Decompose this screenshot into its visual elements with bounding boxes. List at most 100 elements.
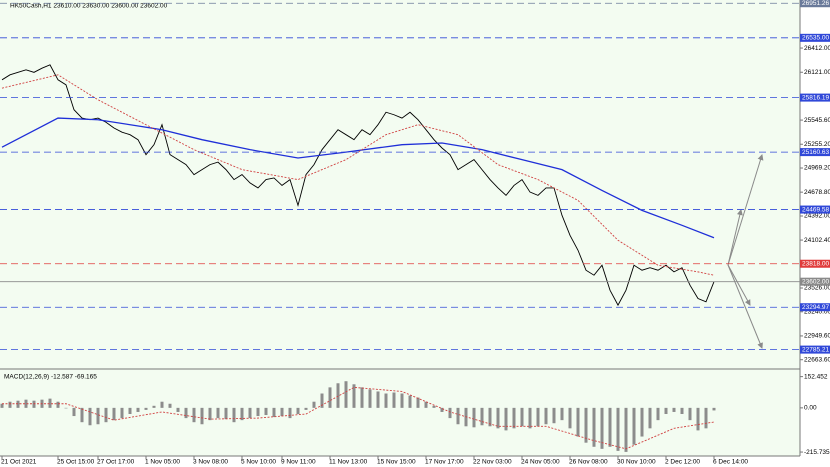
histogram-bar xyxy=(568,407,572,429)
level-label: 24469.58 xyxy=(802,206,829,213)
histogram-bar xyxy=(512,407,516,429)
histogram-bar xyxy=(632,407,636,445)
histogram-bar xyxy=(648,407,652,429)
histogram-bar xyxy=(376,391,380,408)
histogram-bar xyxy=(112,407,116,421)
y-tick-label: 23526.00 xyxy=(804,285,830,292)
histogram-bar xyxy=(104,407,108,423)
histogram-bar xyxy=(536,407,540,427)
histogram-bar xyxy=(584,407,588,443)
level-label-box xyxy=(800,33,830,42)
histogram-bar xyxy=(608,407,612,447)
histogram-bar xyxy=(424,401,428,408)
series-line xyxy=(1,64,715,307)
histogram-bar xyxy=(24,399,28,408)
y-tick-label: 23240.00 xyxy=(804,309,830,316)
x-tick-label: 15 Nov 15:00 xyxy=(377,459,416,466)
y-tick-label: 24969.20 xyxy=(804,165,830,172)
x-tick-label: 26 Nov 08:00 xyxy=(569,459,608,466)
histogram-bar xyxy=(640,407,644,437)
histogram-bar xyxy=(696,407,700,431)
macd-title: MACD(12,26,9) -12.587 -69.165 xyxy=(4,374,97,381)
arrow xyxy=(727,209,743,266)
histogram-bar xyxy=(48,398,52,408)
histogram-bar xyxy=(368,389,372,408)
histogram-bar xyxy=(80,407,84,423)
histogram-bar xyxy=(248,407,252,419)
y-tick-label: 22949.60 xyxy=(804,333,830,340)
histogram-bar xyxy=(208,407,212,421)
projection-arrows xyxy=(727,154,764,349)
histogram-bar xyxy=(552,407,556,424)
histogram-bar xyxy=(472,407,476,428)
arrow xyxy=(727,264,751,306)
x-tick-label: 22 Nov 03:00 xyxy=(473,459,512,466)
histogram-bar xyxy=(672,407,676,412)
histogram-bar xyxy=(232,407,236,423)
histogram-bar xyxy=(416,397,420,408)
histogram-bar xyxy=(8,401,12,408)
histogram-bar xyxy=(320,393,324,408)
histogram-bar xyxy=(400,393,404,408)
histogram-bar xyxy=(688,407,692,421)
histogram-bar xyxy=(528,407,532,429)
plot-background xyxy=(0,0,800,456)
histogram-bar xyxy=(328,387,332,408)
histogram-bar xyxy=(296,407,300,414)
histogram-bar xyxy=(272,407,276,418)
level-label: 25160.63 xyxy=(802,149,829,156)
x-tick-label: 21 Oct 2021 xyxy=(1,459,37,466)
histogram-bar xyxy=(520,407,524,427)
histogram-bar xyxy=(432,405,436,408)
histogram-bar xyxy=(88,407,92,426)
level-label: 22785.21 xyxy=(802,346,829,353)
x-tick-label: 25 Oct 15:00 xyxy=(57,459,95,466)
histogram-bar xyxy=(32,400,36,408)
level-label-box xyxy=(800,205,830,214)
histogram-bar xyxy=(120,407,124,419)
histogram-bar xyxy=(64,407,68,409)
histogram-bar xyxy=(592,407,596,447)
chart-title: HK50Cash,H1 23610.00 23630.00 23600.00 2… xyxy=(10,3,168,10)
level-label: 23602.00 xyxy=(802,278,829,285)
arrow xyxy=(727,264,763,349)
y-tick-label: 24678.80 xyxy=(804,189,830,196)
histogram-bar xyxy=(576,407,580,437)
y-tick-label: -215.735 xyxy=(804,449,830,456)
x-tick-label: 17 Nov 17:00 xyxy=(425,459,464,466)
histogram-bar xyxy=(144,407,148,410)
y-tick-label: 26121.00 xyxy=(804,69,830,76)
histogram-bar xyxy=(216,407,220,419)
x-tick-label: 5 Nov 10:00 xyxy=(241,459,276,466)
histogram-bar xyxy=(656,407,660,421)
histogram-bar xyxy=(160,401,164,408)
x-tick-label: 6 Dec 14:00 xyxy=(713,459,748,466)
series-line xyxy=(1,117,715,239)
histogram-bar xyxy=(448,407,452,419)
histogram-bar xyxy=(616,407,620,451)
histogram-bar xyxy=(200,407,204,425)
histogram-bar xyxy=(624,407,628,452)
y-tick-label: 26412.00 xyxy=(804,45,830,52)
histogram-bar xyxy=(288,407,292,419)
histogram-bar xyxy=(352,384,356,408)
level-label-box xyxy=(800,277,830,286)
histogram-bar xyxy=(312,401,316,408)
histogram-bar xyxy=(336,383,340,408)
level-label: 26535.00 xyxy=(802,35,829,42)
histogram-bar xyxy=(16,400,20,408)
histogram-bar xyxy=(504,407,508,431)
x-tick-label: 1 Nov 05:00 xyxy=(145,459,180,466)
histogram-bar xyxy=(280,407,284,417)
y-tick-label: 24392.00 xyxy=(804,213,830,220)
level-label: 23294.97 xyxy=(802,304,829,311)
y-tick-label: 22663.60 xyxy=(804,356,830,363)
histogram-bar xyxy=(0,403,4,408)
histogram-bar xyxy=(152,405,156,408)
histogram-bar xyxy=(224,407,228,420)
level-label: 25816.19 xyxy=(802,94,829,101)
histogram-bar xyxy=(256,407,260,417)
x-tick-label: 27 Oct 17:00 xyxy=(97,459,135,466)
